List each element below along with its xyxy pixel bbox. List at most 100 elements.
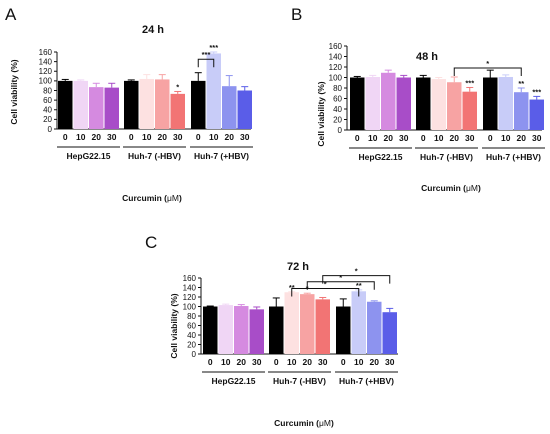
panel-a-group-label: HepG22.15 <box>67 151 111 161</box>
panel-b-ytick-label: 100 <box>329 73 343 82</box>
panel-a-ytick-label: 100 <box>39 77 53 86</box>
panel-a-bar <box>237 90 252 129</box>
panel-a-dose-label: 0 <box>63 132 68 142</box>
panel-b-xlabel: Curcumin (μM) <box>421 183 481 193</box>
panel-c-ytick-label: 60 <box>187 321 196 330</box>
panel-a-ytick-label: 20 <box>43 115 52 124</box>
panel-c-dose-label: 30 <box>252 357 262 367</box>
panel-a-ytick-label: 160 <box>39 48 53 57</box>
panel-a-ytick-label: 60 <box>43 96 52 105</box>
panel-c-bar <box>203 306 218 354</box>
panel-a-dose-label: 0 <box>196 132 201 142</box>
panel-a-ytick-label: 40 <box>43 106 52 115</box>
panel-c-significance-label: ** <box>356 281 362 290</box>
panel-c-dose-label: 0 <box>341 357 346 367</box>
panel-b: B 48 h Cell viability (%) Curcumin (μM) … <box>291 5 545 193</box>
panel-c-bar <box>249 309 264 354</box>
panel-c-ytick-label: 140 <box>183 283 197 292</box>
panel-b-ytick-label: 80 <box>333 84 342 93</box>
panel-a-significance-label: *** <box>209 43 218 52</box>
panel-a-dose-label: 30 <box>240 132 250 142</box>
panel-b-dose-label: 0 <box>421 133 426 143</box>
panel-a-letter: A <box>5 5 17 24</box>
panel-a-dose-label: 10 <box>142 132 152 142</box>
panel-b-dose-label: 30 <box>465 133 475 143</box>
panel-c-dose-label: 30 <box>385 357 395 367</box>
panel-a-dose-label: 20 <box>92 132 102 142</box>
panel-a-group-label: Huh-7 (-HBV) <box>128 151 181 161</box>
panel-c-ytick-label: 20 <box>187 340 196 349</box>
panel-b-significance-label: *** <box>465 78 474 87</box>
panel-c: C 72 h Cell viability (%) Curcumin (μM) … <box>145 233 398 428</box>
panel-c-ylabel: Cell viability (%) <box>169 293 179 358</box>
panel-b-bar <box>483 77 498 130</box>
panel-a-bar <box>222 86 237 129</box>
panel-b-dose-label: 0 <box>488 133 493 143</box>
panel-a-bracket-label: *** <box>202 50 211 59</box>
panel-c-bar <box>300 294 315 354</box>
panel-a-bar <box>139 78 154 129</box>
panel-b-bracket <box>453 67 522 77</box>
panel-b-group-label: Huh-7 (+HBV) <box>486 152 541 162</box>
panel-c-dose-label: 0 <box>208 357 213 367</box>
panel-c-group-label: Huh-7 (-HBV) <box>273 376 326 386</box>
panel-c-bar <box>382 312 397 354</box>
panel-b-ytick-label: 0 <box>338 126 343 135</box>
panel-b-bar <box>498 76 513 130</box>
panel-b-bar <box>396 77 411 130</box>
panel-b-letter: B <box>291 5 302 24</box>
panel-a-ytick-label: 120 <box>39 67 53 76</box>
panel-c-dose-label: 20 <box>303 357 313 367</box>
panel-c-bar <box>284 292 299 354</box>
panel-b-dose-label: 30 <box>532 133 542 143</box>
panel-c-ytick-label: 80 <box>187 312 196 321</box>
panel-b-dose-label: 20 <box>517 133 527 143</box>
panel-a-dose-label: 30 <box>173 132 183 142</box>
panel-c-bracket-label: * <box>324 279 327 288</box>
panel-a-bar <box>155 79 170 129</box>
panel-a-bracket <box>197 58 215 68</box>
panel-c-bar <box>218 305 233 354</box>
panel-b-bar <box>431 79 446 130</box>
panel-b-dose-label: 10 <box>501 133 511 143</box>
panel-c-dose-label: 20 <box>237 357 247 367</box>
panel-a-ytick-label: 0 <box>48 125 53 134</box>
panel-c-bracket <box>291 287 360 297</box>
panel-c-group-label: HepG22.15 <box>212 376 256 386</box>
panel-c-ytick-label: 160 <box>183 274 197 283</box>
panel-c-bar <box>367 301 382 354</box>
panel-a-bar <box>89 87 104 129</box>
panel-a-title: 24 h <box>142 24 164 36</box>
panel-a: A 24 h Cell viability (%) Curcumin (μM) … <box>5 5 253 203</box>
panel-c-title: 72 h <box>287 261 309 273</box>
panel-a-bar <box>124 80 139 129</box>
panel-a-dose-label: 10 <box>76 132 86 142</box>
panel-a-bar <box>191 80 206 129</box>
panel-b-ytick-label: 60 <box>333 94 342 103</box>
panel-a-dose-label: 0 <box>129 132 134 142</box>
panel-b-dose-label: 20 <box>384 133 394 143</box>
panel-b-significance-label: *** <box>532 87 541 96</box>
panel-c-ytick-label: 100 <box>183 302 197 311</box>
panel-a-ylabel: Cell viability (%) <box>9 59 19 124</box>
panel-b-title: 48 h <box>416 51 438 63</box>
panel-c-bar <box>269 306 284 354</box>
panel-b-bar <box>529 99 544 130</box>
panel-a-dose-label: 20 <box>225 132 235 142</box>
panel-a-bar <box>206 53 221 129</box>
panel-b-ytick-label: 140 <box>329 52 343 61</box>
panel-b-ytick-label: 40 <box>333 105 342 114</box>
panel-a-dose-label: 30 <box>107 132 117 142</box>
panel-b-ytick-label: 20 <box>333 115 342 124</box>
panel-c-dose-label: 10 <box>221 357 231 367</box>
panel-b-bar <box>462 91 477 130</box>
panel-b-significance-label: ** <box>518 79 524 88</box>
panel-b-ytick-label: 120 <box>329 63 343 72</box>
panel-c-bracket-label: * <box>355 267 358 276</box>
panel-a-ytick-label: 140 <box>39 57 53 66</box>
panel-b-bar <box>447 82 462 130</box>
panel-a-dose-label: 20 <box>158 132 168 142</box>
panel-c-dose-label: 10 <box>287 357 297 367</box>
panel-c-ytick-label: 0 <box>192 350 197 359</box>
